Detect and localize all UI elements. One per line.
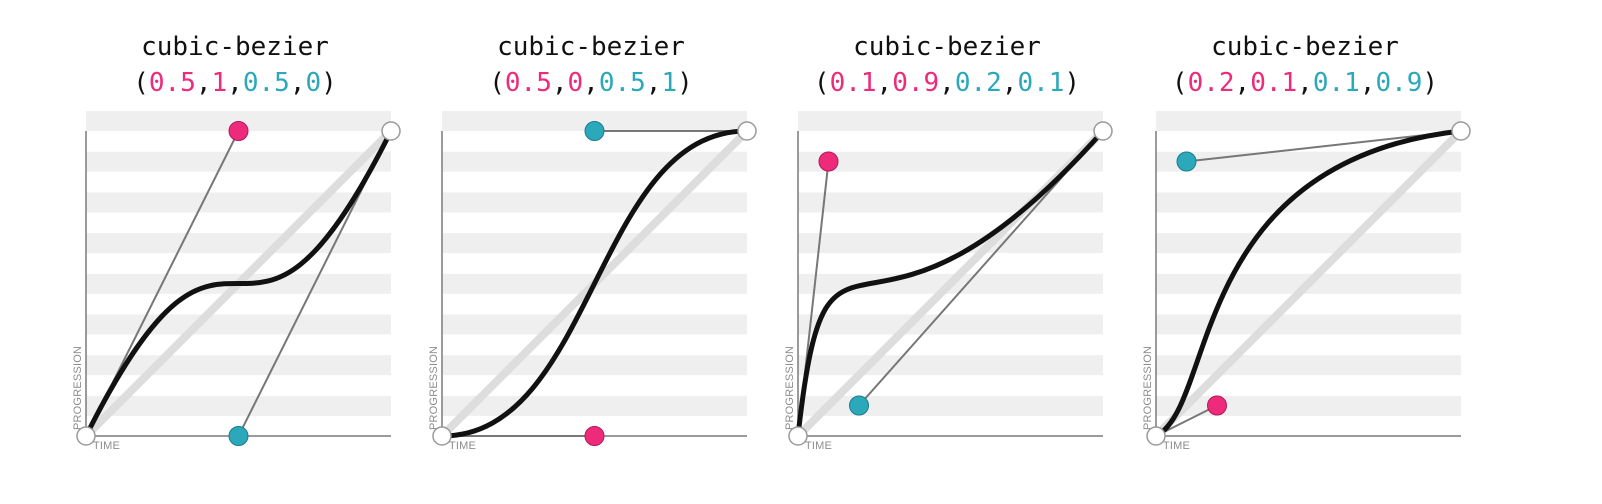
- p2-x-value: 0.5: [598, 68, 646, 98]
- control-point-1: [818, 151, 839, 172]
- x-axis-label: TIME: [93, 440, 120, 452]
- start-point: [76, 426, 96, 446]
- stripe: [1156, 355, 1461, 376]
- stripe: [1156, 314, 1461, 335]
- control-point-2: [228, 426, 249, 446]
- stripe: [798, 395, 1103, 416]
- x-axis-label: TIME: [805, 440, 832, 452]
- panel-params: (0.5,0,0.5,1): [489, 68, 693, 98]
- panel-params: (0.2,0.1,0.1,0.9): [1171, 68, 1439, 98]
- stripe: [442, 233, 747, 254]
- stripe: [798, 233, 1103, 254]
- stripe: [86, 233, 391, 254]
- p1-x-value: 0.5: [504, 68, 552, 98]
- x-axis-label: TIME: [449, 440, 476, 452]
- p2-y-value: 0: [305, 68, 322, 98]
- easing-panel-4: cubic-bezier (0.2,0.1,0.1,0.9) TIME PROGR…: [1140, 0, 1471, 504]
- end-point: [381, 121, 401, 141]
- bezier-plot: TIME PROGRESSION: [784, 111, 1113, 452]
- background-stripes: [1156, 111, 1461, 416]
- panel-title: cubic-bezier: [1211, 32, 1399, 62]
- stripe: [1156, 395, 1461, 416]
- p1-x-value: 0.1: [829, 68, 877, 98]
- y-axis-label: PROGRESSION: [1142, 346, 1154, 430]
- p2-x-value: 0.5: [242, 68, 290, 98]
- end-point: [737, 121, 757, 141]
- end-point: [1451, 121, 1471, 141]
- background-stripes: [86, 111, 391, 416]
- control-point-1: [228, 121, 249, 141]
- y-axis-label: PROGRESSION: [72, 346, 84, 430]
- bezier-curve: [795, 128, 1106, 439]
- panel-title: cubic-bezier: [853, 32, 1041, 62]
- p2-x-value: 0.1: [1312, 68, 1360, 98]
- bezier-curve: [439, 128, 750, 439]
- start-point: [1146, 426, 1166, 446]
- p2-x-value: 0.2: [954, 68, 1002, 98]
- stripe: [442, 192, 747, 213]
- x-axis-label: TIME: [1163, 440, 1190, 452]
- stripe: [1156, 233, 1461, 254]
- stripe: [1156, 151, 1461, 172]
- bezier-plot: TIME PROGRESSION: [428, 111, 757, 452]
- bezier-plot: TIME PROGRESSION: [72, 111, 401, 452]
- stripe: [798, 151, 1103, 172]
- easing-panel-3: cubic-bezier (0.1,0.9,0.2,0.1) TIME PROGR…: [782, 0, 1113, 504]
- stripe: [442, 355, 747, 376]
- end-point: [1093, 121, 1113, 141]
- control-point-1: [584, 426, 605, 446]
- panel-params: (0.5,1,0.5,0): [133, 68, 337, 98]
- stripe: [1156, 192, 1461, 213]
- bezier-plot: TIME PROGRESSION: [1142, 111, 1471, 452]
- p2-y-value: 1: [661, 68, 678, 98]
- panel-title: cubic-bezier: [141, 32, 329, 62]
- control-point-2: [1176, 151, 1197, 172]
- panel-title: cubic-bezier: [497, 32, 685, 62]
- p1-x-value: 0.5: [148, 68, 196, 98]
- stripe: [86, 151, 391, 172]
- stripe: [798, 355, 1103, 376]
- stripe: [442, 151, 747, 172]
- p1-x-value: 0.2: [1187, 68, 1235, 98]
- control-point-2: [584, 121, 605, 141]
- p2-y-value: 0.9: [1375, 68, 1423, 98]
- p1-y-value: 0.1: [1250, 68, 1298, 98]
- start-point: [788, 426, 808, 446]
- control-point-2: [849, 395, 869, 416]
- stripe: [798, 192, 1103, 213]
- p1-y-value: 1: [211, 68, 228, 98]
- panel-params: (0.1,0.9,0.2,0.1): [813, 68, 1081, 98]
- background-stripes: [442, 111, 747, 416]
- p1-y-value: 0.9: [892, 68, 940, 98]
- stripe: [798, 111, 1103, 131]
- easing-panel-1: cubic-bezier (0.5,1,0.5,0) TIME PROGRESSI…: [70, 0, 401, 504]
- y-axis-label: PROGRESSION: [784, 346, 796, 430]
- p1-y-value: 0: [567, 68, 584, 98]
- stripe: [442, 314, 747, 335]
- background-stripes: [798, 111, 1103, 416]
- control-point-1: [1207, 395, 1227, 416]
- bezier-curve: [1153, 128, 1464, 439]
- easing-panel-2: cubic-bezier (0.5,0,0.5,1) TIME PROGRESSI…: [426, 0, 757, 504]
- stripe: [442, 395, 747, 416]
- p2-y-value: 0.1: [1017, 68, 1065, 98]
- bezier-curve: [83, 128, 394, 439]
- stripe: [798, 314, 1103, 335]
- start-point: [432, 426, 452, 446]
- stripe: [86, 314, 391, 335]
- stripe: [1156, 111, 1461, 131]
- y-axis-label: PROGRESSION: [428, 346, 440, 430]
- linear-reference-line: [1152, 127, 1465, 440]
- stripe: [86, 395, 391, 416]
